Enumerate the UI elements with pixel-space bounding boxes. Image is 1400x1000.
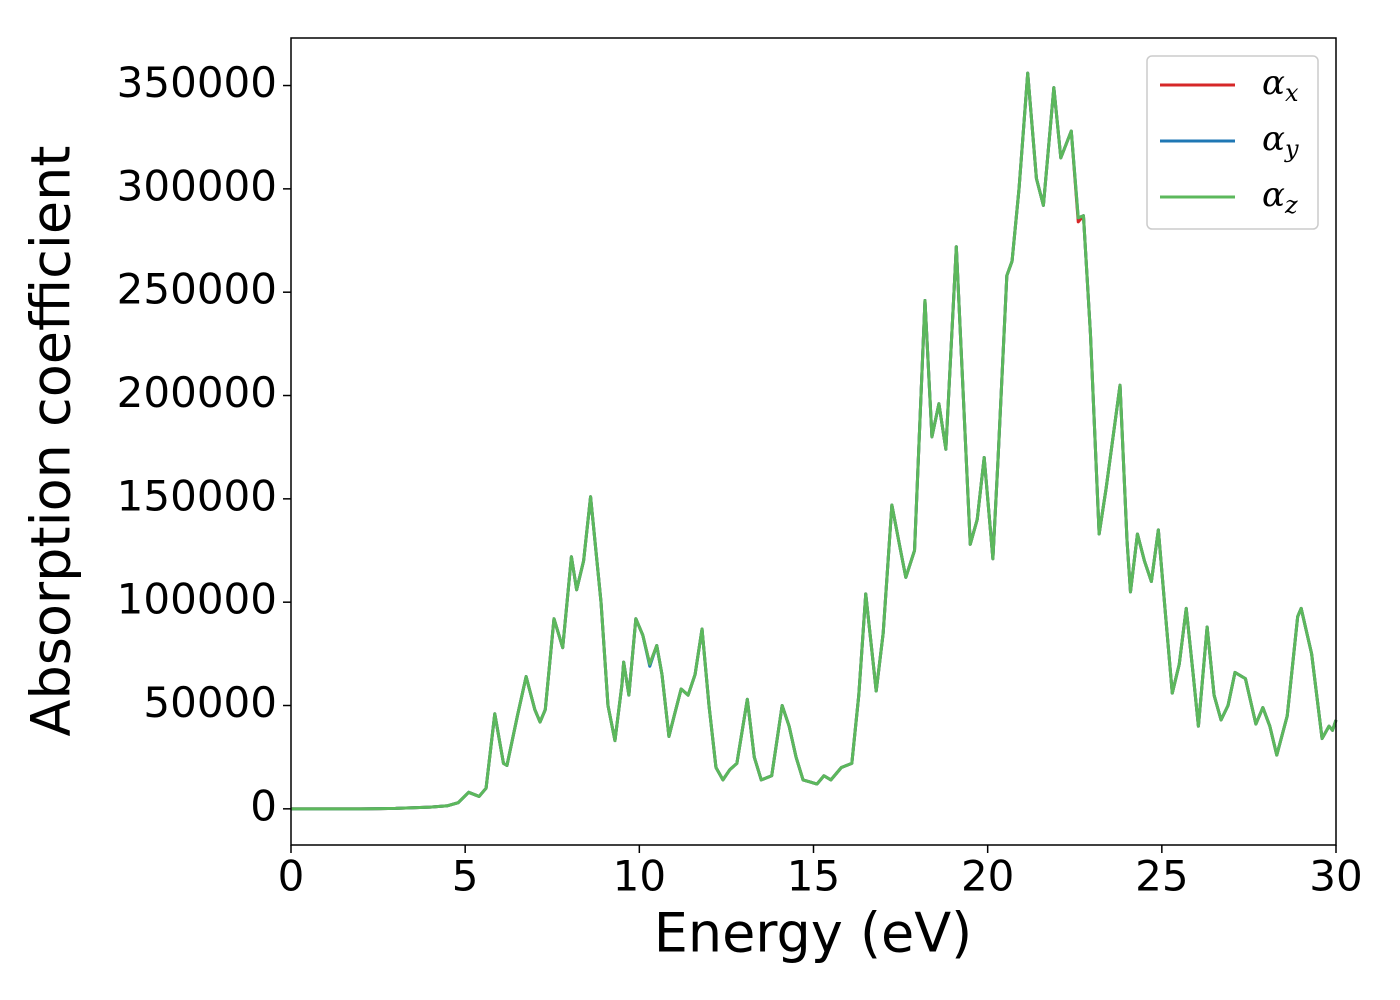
- x-tick-label: 30: [1309, 852, 1362, 901]
- plot-frame: [290, 37, 1337, 846]
- legend-label: αz: [1262, 175, 1298, 219]
- legend-label: αx: [1262, 63, 1299, 107]
- x-tick-label: 20: [961, 852, 1014, 901]
- x-axis-title: Energy (eV): [654, 902, 973, 965]
- series-line: [291, 71, 1338, 811]
- y-tick-label: 150000: [117, 471, 277, 520]
- x-tick-label: 5: [452, 852, 479, 901]
- x-tick-label: 0: [278, 852, 305, 901]
- x-tick-label: 15: [787, 852, 840, 901]
- y-tick-label: 350000: [117, 58, 277, 107]
- y-tick-label: 50000: [143, 678, 277, 727]
- y-tick-label: 100000: [117, 575, 277, 624]
- y-tick-label: 200000: [117, 368, 277, 417]
- y-tick-label: 250000: [117, 265, 277, 314]
- y-axis-title: Absorption coefficient: [20, 146, 83, 737]
- x-tick-label: 10: [613, 852, 666, 901]
- y-tick-label: 300000: [117, 161, 277, 210]
- y-tick-label: 0: [250, 781, 277, 830]
- legend-label: αy: [1262, 119, 1299, 163]
- x-tick-label: 25: [1135, 852, 1188, 901]
